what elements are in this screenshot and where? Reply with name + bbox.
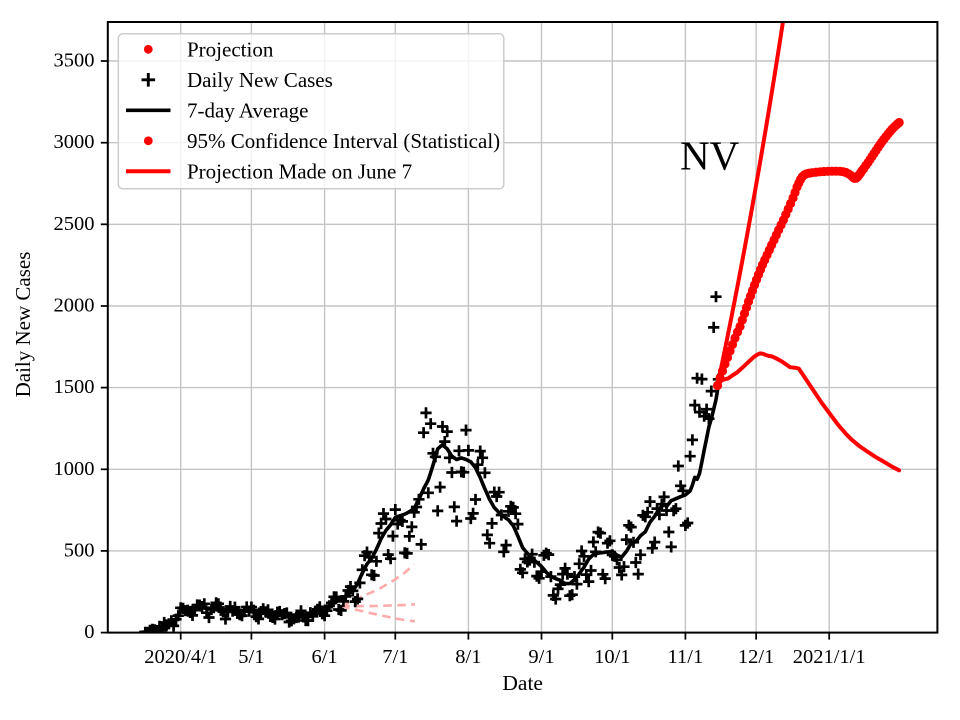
svg-text:9/1: 9/1 — [528, 646, 554, 668]
svg-text:Daily New Cases: Daily New Cases — [11, 252, 35, 398]
svg-text:Daily New Cases: Daily New Cases — [187, 68, 333, 92]
svg-text:12/1: 12/1 — [738, 646, 774, 668]
svg-text:2021/1/1: 2021/1/1 — [793, 646, 866, 668]
svg-text:3000: 3000 — [54, 131, 95, 153]
svg-text:NV: NV — [680, 133, 740, 179]
svg-text:1500: 1500 — [54, 376, 95, 398]
svg-text:95% Confidence Interval (Stati: 95% Confidence Interval (Statistical) — [187, 129, 500, 153]
svg-text:0: 0 — [84, 621, 94, 643]
svg-text:Projection: Projection — [187, 38, 274, 62]
svg-text:7-day Average: 7-day Average — [187, 99, 308, 123]
svg-text:3500: 3500 — [54, 50, 95, 72]
svg-text:11/1: 11/1 — [668, 646, 704, 668]
svg-text:6/1: 6/1 — [311, 646, 337, 668]
svg-text:2000: 2000 — [54, 295, 95, 317]
svg-text:Projection Made on June 7: Projection Made on June 7 — [187, 160, 412, 184]
svg-text:500: 500 — [64, 539, 95, 561]
svg-text:8/1: 8/1 — [455, 646, 481, 668]
svg-text:2500: 2500 — [54, 213, 95, 235]
svg-text:7/1: 7/1 — [382, 646, 408, 668]
svg-text:1000: 1000 — [54, 458, 95, 480]
svg-text:10/1: 10/1 — [594, 646, 630, 668]
svg-text:Date: Date — [502, 671, 543, 695]
svg-text:5/1: 5/1 — [238, 646, 264, 668]
svg-text:2020/4/1: 2020/4/1 — [144, 646, 217, 668]
